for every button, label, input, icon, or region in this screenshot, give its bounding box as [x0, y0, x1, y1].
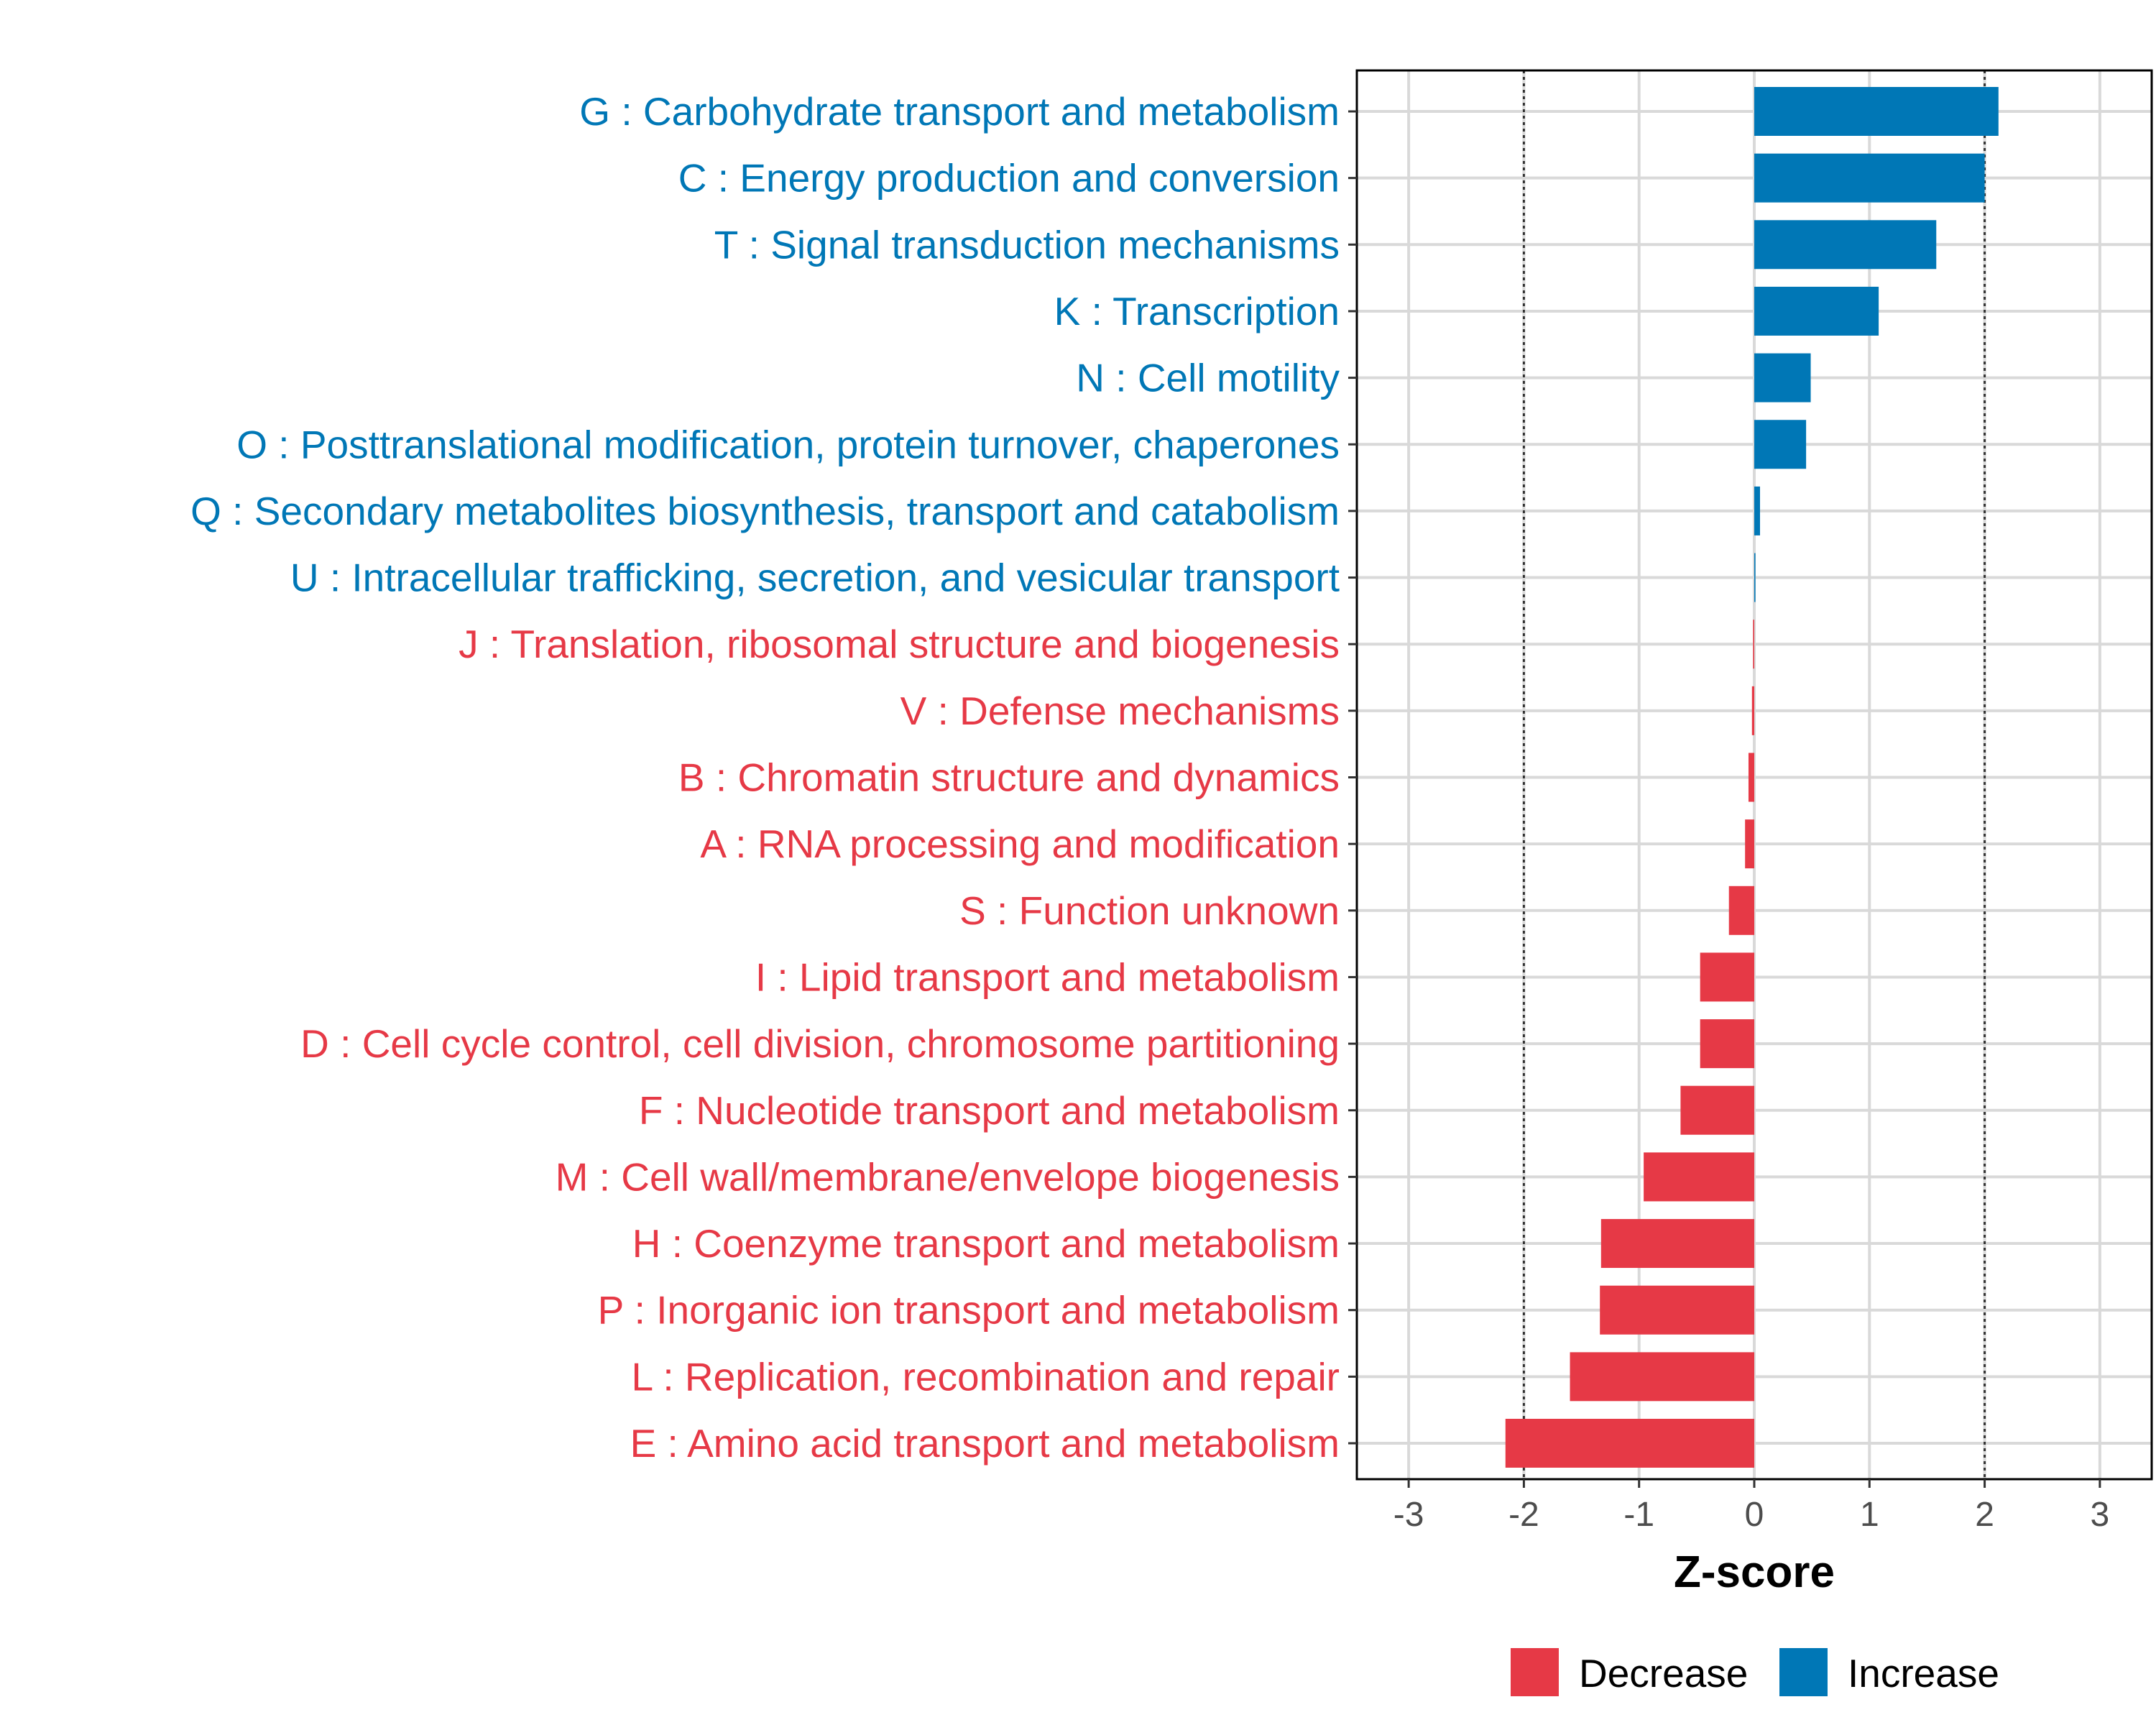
bar [1754, 153, 1985, 203]
x-axis-title: Z-score [1674, 1547, 1835, 1597]
category-label: Q : Secondary metabolites biosynthesis, … [190, 489, 1340, 533]
bar [1700, 1019, 1754, 1069]
category-label: M : Cell wall/membrane/envelope biogenes… [556, 1154, 1340, 1199]
x-tick-label: 3 [2091, 1496, 2110, 1534]
category-label: N : Cell motility [1076, 356, 1340, 400]
category-label: S : Function unknown [959, 888, 1340, 933]
category-label: P : Inorganic ion transport and metaboli… [598, 1288, 1340, 1333]
bar [1570, 1352, 1754, 1402]
legend-swatch-increase [1779, 1648, 1828, 1696]
x-axis-ticks [1407, 1479, 2101, 1488]
legend: Decrease Increase [1511, 1648, 1999, 1696]
bar [1753, 620, 1754, 669]
bar [1700, 952, 1754, 1002]
category-label: C : Energy production and conversion [678, 156, 1340, 201]
category-label: F : Nucleotide transport and metabolism [639, 1088, 1340, 1133]
bar [1600, 1285, 1754, 1335]
category-label: I : Lipid transport and metabolism [755, 954, 1340, 999]
category-label: T : Signal transduction mechanisms [714, 222, 1340, 267]
bar [1745, 819, 1754, 869]
category-label: E : Amino acid transport and metabolism [630, 1421, 1340, 1466]
category-label: O : Posttranslational modification, prot… [236, 422, 1340, 466]
bar [1644, 1152, 1754, 1202]
category-label: B : Chromatin structure and dynamics [678, 755, 1340, 800]
category-label: A : RNA processing and modification [700, 822, 1340, 866]
category-label: K : Transcription [1054, 289, 1340, 334]
category-label: H : Coenzyme transport and metabolism [632, 1221, 1340, 1266]
category-label: V : Defense mechanisms [900, 689, 1340, 733]
category-label: L : Replication, recombination and repai… [632, 1354, 1340, 1399]
category-label: U : Intracellular trafficking, secretion… [290, 556, 1340, 600]
bar [1728, 886, 1754, 935]
y-axis-labels: G : Carbohydrate transport and metabolis… [190, 89, 1340, 1466]
legend-swatch-decrease [1511, 1648, 1559, 1696]
x-tick-label: 0 [1745, 1496, 1764, 1534]
category-label: G : Carbohydrate transport and metabolis… [579, 89, 1340, 134]
bar [1754, 553, 1756, 602]
bar [1754, 220, 1937, 270]
bars [1505, 87, 1999, 1468]
bar [1680, 1085, 1754, 1135]
legend-label-decrease: Decrease [1579, 1651, 1748, 1696]
category-label: D : Cell cycle control, cell division, c… [300, 1021, 1340, 1066]
bar [1600, 1219, 1754, 1269]
bar [1754, 87, 1999, 136]
legend-label-increase: Increase [1848, 1651, 1999, 1696]
bar [1754, 420, 1807, 469]
bar [1754, 353, 1811, 402]
x-axis-labels: -3 -2 -1 0 1 2 3 [1393, 1496, 2109, 1534]
reference-lines [1522, 70, 1986, 1479]
bar [1751, 686, 1754, 735]
bar [1748, 753, 1754, 802]
x-tick-label: -1 [1623, 1496, 1654, 1534]
category-label: J : Translation, ribosomal structure and… [459, 622, 1340, 666]
x-tick-label: 2 [1975, 1496, 1994, 1534]
bar [1505, 1419, 1754, 1468]
x-tick-label: -2 [1508, 1496, 1539, 1534]
x-tick-label: -3 [1393, 1496, 1424, 1534]
bar [1754, 486, 1761, 535]
x-tick-label: 1 [1860, 1496, 1879, 1534]
bar [1754, 286, 1879, 336]
y-axis-ticks [1348, 110, 1357, 1445]
